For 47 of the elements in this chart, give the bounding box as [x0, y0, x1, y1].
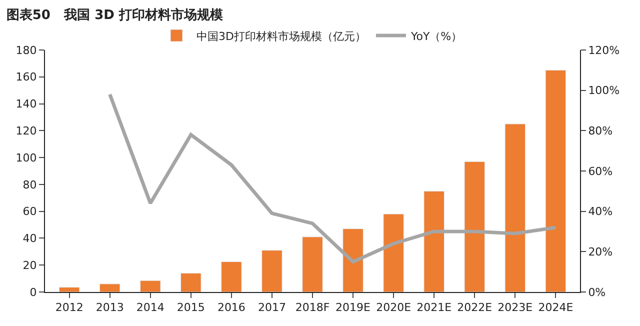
bar — [99, 284, 120, 292]
x-tick-label: 2014 — [136, 301, 164, 314]
x-tick-label: 2024E — [538, 301, 574, 314]
x-tick-label: 2015 — [176, 301, 205, 314]
bar — [545, 70, 566, 292]
x-tick-label: 2023E — [498, 301, 533, 314]
y-tick-label: 180 — [16, 44, 37, 57]
bar — [180, 272, 202, 292]
y-tick-label: 160 — [16, 70, 37, 84]
legend-label: YoY（%） — [410, 30, 462, 43]
bar — [58, 287, 80, 292]
x-tick-label: 2020E — [376, 301, 412, 314]
y-tick-label: 120 — [16, 124, 37, 138]
y2-tick-label: 120% — [588, 44, 620, 57]
y2-tick-label: 0% — [588, 286, 606, 299]
x-tick-label: 2021E — [416, 301, 452, 314]
x-tick-label: 2018F — [295, 301, 330, 314]
bar — [221, 262, 242, 292]
y-tick-label: 20 — [22, 258, 37, 272]
bar — [424, 190, 444, 292]
y-tick-label: 60 — [22, 205, 37, 218]
y2-tick-label: 80% — [588, 124, 613, 138]
y2-tick-label: 100% — [588, 84, 620, 98]
y-tick-label: 40 — [22, 232, 37, 246]
x-tick-label: 2019E — [336, 301, 371, 314]
bar — [383, 214, 404, 292]
x-tick-label: 2017 — [258, 301, 286, 314]
chart-title: 图表50 我国 3D 打印材料市场规模 — [6, 6, 223, 23]
y-tick-label: 80 — [22, 178, 37, 192]
y2-tick-label: 60% — [588, 164, 613, 178]
line-series — [108, 92, 558, 264]
bar — [262, 250, 282, 292]
y2-tick-label: 40% — [588, 205, 613, 218]
y-tick-label: 140 — [16, 98, 37, 111]
x-tick-label: 2013 — [96, 301, 124, 314]
x-tick-label: 2016 — [217, 301, 246, 314]
legend-label: 中国3D打印材料市场规模（亿元） — [196, 30, 366, 43]
x-tick-label: 2022E — [457, 301, 492, 314]
bar — [504, 124, 526, 292]
bar — [464, 161, 485, 292]
y-tick-label: 100 — [16, 151, 37, 164]
y2-tick-label: 20% — [588, 246, 613, 259]
x-tick-label: 2012 — [55, 301, 84, 314]
bar — [140, 280, 161, 292]
y-tick-label: 0 — [30, 286, 37, 299]
bar — [342, 228, 364, 292]
bar — [302, 236, 323, 292]
